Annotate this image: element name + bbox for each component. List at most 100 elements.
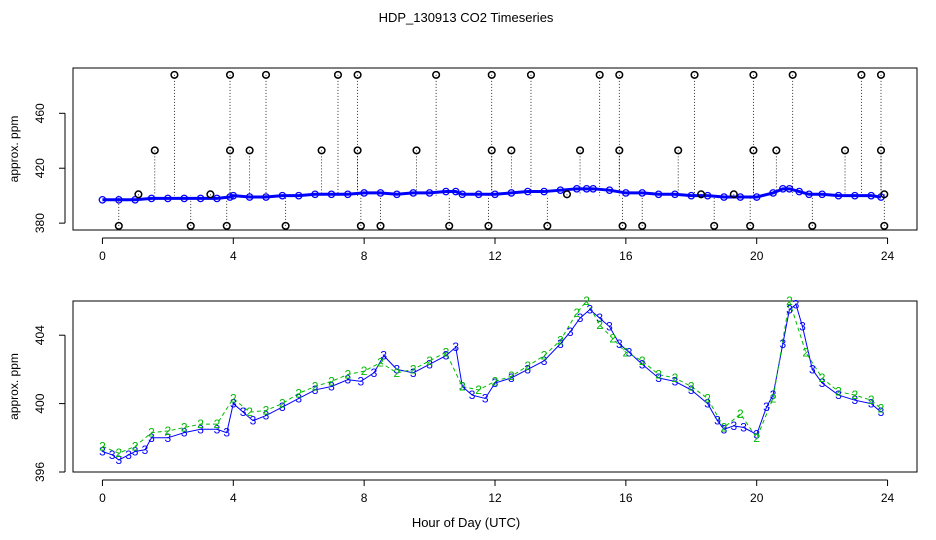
line-2-point: 2 [596, 318, 603, 332]
line-2-point: 2 [312, 380, 319, 394]
line-2-point: 2 [583, 294, 590, 308]
x-tick-label: 4 [230, 491, 237, 505]
line-2-point: 2 [443, 345, 450, 359]
line-3-point: 3 [214, 422, 221, 436]
co2-trace-point [523, 187, 532, 196]
top-panel-x-axis: 0 4 8 12 16 20 24 [99, 237, 895, 263]
flag-circles-high-point [333, 70, 343, 79]
line-2-point: 2 [721, 421, 728, 435]
co2-trace-point [376, 189, 385, 197]
line-3-point: 3 [835, 388, 842, 402]
flag-circles-mid-point [150, 146, 159, 155]
flag-circles-low-point [543, 221, 552, 230]
co2-trace-point [458, 190, 467, 199]
flag-circles-high-point [615, 70, 624, 79]
line-3-point: 3 [606, 320, 613, 334]
x-tick-label: 0 [99, 491, 106, 505]
line-2-point: 2 [508, 369, 515, 383]
flag-circles-high-point [432, 70, 441, 79]
line-2-point: 2 [295, 386, 302, 400]
line-3-point: 3 [469, 388, 476, 402]
co2-trace-point [180, 194, 189, 203]
co2-trace-point [720, 193, 728, 201]
flag-circles-low-point [445, 221, 454, 230]
line-2-point: 2 [197, 417, 204, 431]
line-3-point: 3 [780, 337, 787, 351]
flag-circles-mid-point [615, 146, 624, 155]
co2-trace-point [589, 184, 597, 193]
line-3-point: 3 [410, 366, 417, 380]
flag-circles-high-point [595, 70, 604, 79]
line-3-point: 3 [793, 297, 800, 311]
co2-trace-point [245, 193, 254, 201]
line-2-point: 2 [279, 397, 286, 411]
line-3-point: 3 [809, 362, 816, 376]
line-3-point: 3 [740, 421, 747, 435]
bottom-panel-frame [72, 300, 918, 473]
line-3-point: 3 [639, 357, 646, 371]
y-tick-label: 420 [33, 158, 47, 178]
flag-circles-mid-point [487, 146, 496, 155]
line-3-point: 3 [770, 388, 777, 402]
y-tick-label: 396 [33, 462, 47, 482]
line-3-point: 3 [312, 383, 319, 397]
line-3-point: 3 [587, 303, 594, 317]
line-2-point: 2 [410, 362, 417, 376]
x-tick-label: 8 [361, 249, 368, 263]
line-3-point: 3 [819, 376, 826, 390]
x-tick-label: 0 [99, 249, 106, 263]
co2-trace-point [818, 190, 826, 199]
line-2-point: 2 [609, 332, 616, 346]
line-3-point: 3 [165, 431, 172, 445]
co2-trace-point [671, 190, 679, 199]
line-3-point: 3 [596, 311, 603, 325]
flag-circles-high-point [170, 70, 179, 79]
flag-circles-high-point [876, 70, 886, 79]
y-tick-label: 404 [33, 325, 47, 345]
flag-circles-low-point [186, 221, 195, 230]
line-3-point: 3 [492, 376, 499, 390]
line-2-point: 2 [786, 294, 793, 308]
line-3-path [102, 303, 882, 461]
line-3-point: 3 [263, 409, 270, 423]
line-3-point: 3 [730, 419, 737, 433]
line-3-point: 3 [328, 380, 335, 394]
flag-circles-mid-point [876, 146, 886, 155]
flag-circles-mid-point [507, 146, 516, 155]
x-axis-label: Hour of Day (UTC) [412, 515, 520, 530]
line-3-point: 3 [878, 405, 885, 419]
flag-circles-low-point [618, 221, 627, 230]
co2-trace-point [785, 184, 794, 193]
top-panel-marks [98, 70, 889, 230]
flag-circles-low-point [808, 221, 817, 230]
line-3-point: 3 [786, 303, 793, 317]
flag-circles-low-point [484, 221, 493, 230]
flag-circles-high-point [487, 70, 496, 79]
flag-circles-low-point [114, 221, 123, 230]
co2-trace-point [507, 189, 516, 197]
chart-title: HDP_130913 CO2 Timeseries [379, 10, 554, 25]
line-3-point: 3 [524, 362, 531, 376]
flag-circles-near-point [206, 190, 215, 199]
co2-trace-point [425, 189, 434, 197]
top-panel-ylabel: approx. ppm [7, 116, 21, 183]
flag-circles-mid-point [317, 146, 326, 155]
line-2-point: 2 [475, 383, 482, 397]
line-2-point: 2 [770, 391, 777, 405]
co2-trace-point [213, 194, 221, 203]
flag-circles-high-point [225, 70, 235, 79]
bottom-panel-y-axis: 396 400 404 [33, 325, 66, 482]
line-2-point: 2 [181, 421, 188, 435]
flag-circles-low-point [281, 221, 290, 230]
flag-circles-low-point [376, 221, 385, 230]
x-tick-label: 24 [881, 249, 895, 263]
line-2-point: 2 [672, 371, 679, 385]
flag-circles-high-point [261, 70, 271, 79]
co2-trace-point [343, 190, 352, 199]
co2-trace-point [164, 194, 172, 203]
x-tick-label: 16 [619, 491, 633, 505]
x-tick-label: 24 [881, 491, 895, 505]
line-3-point: 3 [250, 414, 257, 428]
